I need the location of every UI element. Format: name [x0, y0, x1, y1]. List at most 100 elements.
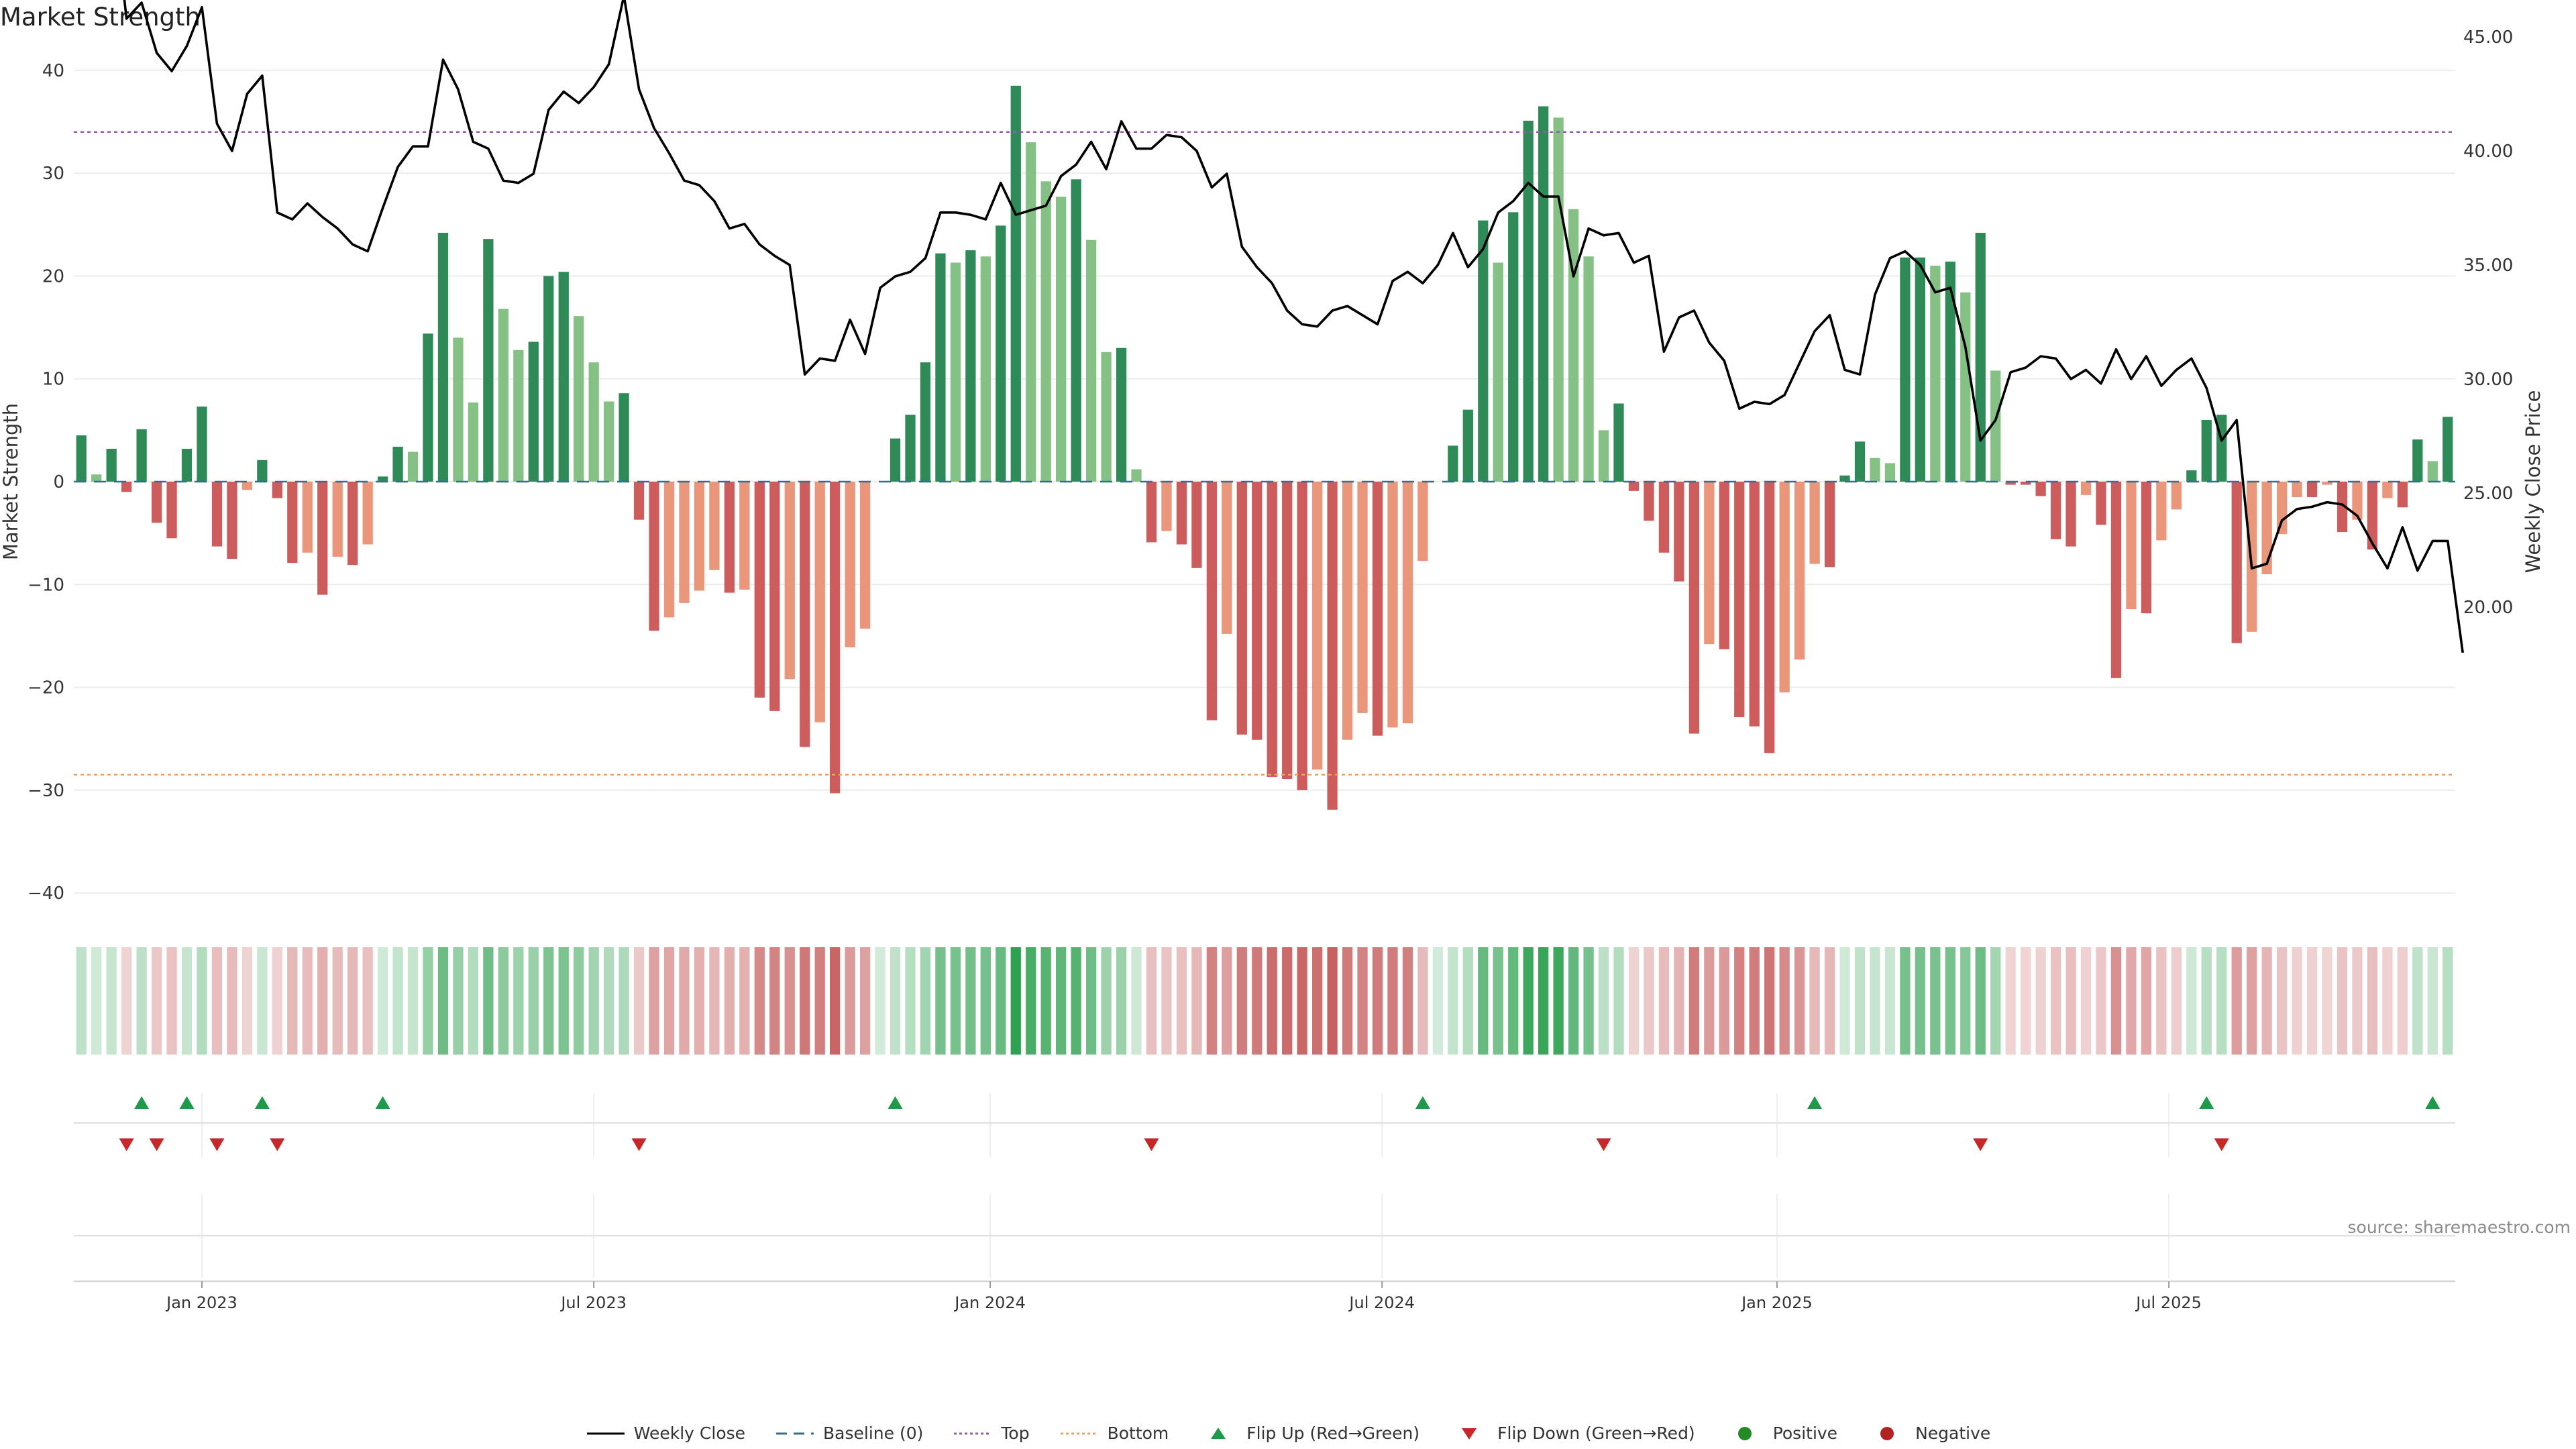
heat-cell [453, 947, 464, 1055]
strength-bar [423, 333, 433, 482]
heat-cell [633, 947, 645, 1055]
strength-bar [1387, 482, 1398, 728]
strength-bar [1930, 266, 1941, 482]
strength-bar [317, 482, 328, 595]
strength-bar [679, 482, 690, 603]
strength-bar [1206, 482, 1217, 720]
strength-bar [633, 482, 645, 520]
strength-bar [890, 438, 901, 482]
strength-bar [1990, 370, 2001, 482]
y-tick-label: −20 [28, 678, 64, 698]
heat-cell [1839, 947, 1850, 1055]
strength-bar [2427, 461, 2438, 482]
strength-bar [558, 272, 569, 482]
strength-bar [2261, 482, 2272, 574]
heat-cell [1131, 947, 1142, 1055]
strength-bar [2276, 482, 2288, 535]
strength-bar [1839, 475, 1850, 482]
heat-cell [1448, 947, 1458, 1055]
heat-cell [302, 947, 313, 1055]
heat-cell [588, 947, 599, 1055]
heat-cell [2443, 947, 2453, 1055]
strength-bar [1658, 482, 1670, 553]
heat-cell [1462, 947, 1473, 1055]
heat-cell [1191, 947, 1202, 1055]
heat-cell [1026, 947, 1036, 1055]
heat-cell [2156, 947, 2167, 1055]
heat-cell [2141, 947, 2152, 1055]
strength-bar [1538, 106, 1549, 482]
heat-cell [2186, 947, 2197, 1055]
strength-bar [603, 401, 614, 482]
heat-cell [528, 947, 539, 1055]
heat-cell [830, 947, 841, 1055]
heat-cell [543, 947, 554, 1055]
heat-cell [197, 947, 207, 1055]
heat-cell [2306, 947, 2318, 1055]
heat-cell [800, 947, 810, 1055]
strength-bar [859, 482, 871, 629]
legend-label: Negative [1915, 1424, 1991, 1443]
strength-bar [1161, 482, 1172, 531]
heat-cell [1658, 947, 1670, 1055]
heat-cell [151, 947, 162, 1055]
strength-bar [1583, 256, 1594, 482]
heat-cell [769, 947, 780, 1055]
heat-cell [2096, 947, 2106, 1055]
heat-cell [920, 947, 931, 1055]
strength-bar [1734, 482, 1745, 718]
strength-bar [980, 256, 991, 482]
heat-cell [1056, 947, 1067, 1055]
strength-bar [106, 448, 117, 482]
strength-bar [649, 482, 659, 631]
strength-bar [1448, 445, 1458, 482]
heat-cell [1206, 947, 1217, 1055]
y2-tick-label: 45.00 [2463, 28, 2513, 48]
strength-bar [121, 482, 132, 492]
strength-bar [1613, 403, 1624, 482]
strength-bar [2367, 482, 2378, 550]
x-tick-label: Jul 2024 [1348, 1293, 1415, 1312]
heat-cell [423, 947, 433, 1055]
heat-cell [603, 947, 614, 1055]
heat-cell [2171, 947, 2182, 1055]
strength-bar [347, 482, 358, 566]
source-note: source: sharemaestro.com [2347, 1218, 2571, 1237]
heat-cell [1523, 947, 1534, 1055]
heat-cell [558, 947, 569, 1055]
flip-down-marker [631, 1138, 647, 1151]
flip-up-marker [1415, 1096, 1430, 1109]
strength-bar [2156, 482, 2167, 541]
legend-label: Top [1001, 1424, 1030, 1443]
flip-up-marker [888, 1096, 903, 1109]
strength-bar [2352, 482, 2363, 520]
heat-cell [211, 947, 223, 1055]
heat-cell [709, 947, 720, 1055]
heat-cell [814, 947, 825, 1055]
strength-bar [845, 482, 855, 647]
strength-bar [574, 316, 584, 482]
strength-bar [1252, 482, 1263, 740]
heat-cell [980, 947, 991, 1055]
heat-cell [272, 947, 282, 1055]
strength-bar [2141, 482, 2152, 614]
legend-item-flip-up: Flip Up (Red→Green) [1198, 1424, 1419, 1443]
strength-bar [996, 225, 1006, 482]
strength-bar [151, 482, 162, 523]
heat-cell [1688, 947, 1699, 1055]
heat-cell [317, 947, 328, 1055]
heat-cell [1357, 947, 1368, 1055]
heat-cell [1040, 947, 1051, 1055]
strength-bar [468, 402, 479, 482]
heat-cell [1252, 947, 1263, 1055]
strength-bar [1236, 482, 1247, 735]
strength-bar [800, 482, 810, 747]
heat-cell [1749, 947, 1760, 1055]
chart-title: Market Strength [0, 3, 201, 32]
heat-cell [332, 947, 343, 1055]
strength-bar [91, 474, 102, 482]
heat-cell [76, 947, 87, 1055]
strength-bar [830, 482, 841, 794]
strength-bar [2201, 420, 2212, 482]
flip-down-marker [119, 1138, 134, 1151]
